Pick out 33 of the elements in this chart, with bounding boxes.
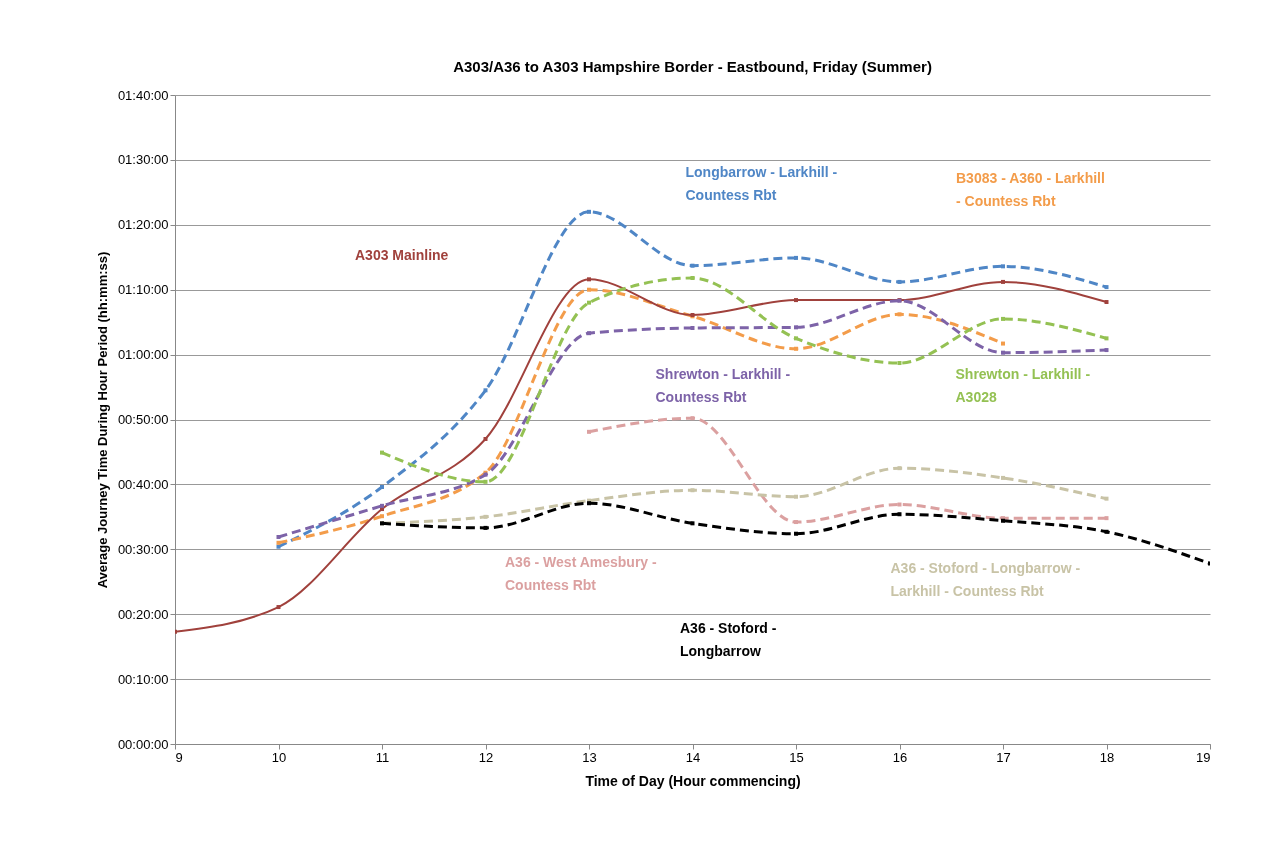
text: Shrewton - Larkhill - Countess Rbt [655,365,791,405]
series-label: Shrewton - Larkhill - A3028 [955,366,1091,406]
text: A36 - Stoford - Longbarrow [680,619,777,659]
y-tick-label: 00:50:00 [117,412,169,427]
y-tick-label: 00:20:00 [117,606,169,622]
text: Longbarrow - Larkhill - Countess Rbt [685,163,838,203]
y-tick-label: 01:00:00 [117,347,169,363]
y-tick-label: 00:40:00 [117,476,169,492]
x-tick-label: 14 [685,749,701,765]
x-tick-label: 10 [271,749,287,765]
y-tick-label: 00:10:00 [117,671,169,687]
x-tick-label: 15 [789,749,804,765]
y-tick-label: 00:30:00 [117,541,169,557]
x-tick-label: 19 [1196,749,1211,765]
y-tick-label: 01:20:00 [117,217,169,233]
y-tick-label: 01:30:00 [117,152,169,168]
text: A36 - Stoford - Longbarrow - Larkhill - Countess Rbt [890,560,1081,600]
x-tick-label: 13 [582,749,597,765]
text: A303 Mainline [355,247,449,264]
x-tick-label: 9 [175,749,183,765]
x-tick-label: 17 [996,749,1011,765]
x-tick-label: 18 [1099,749,1115,765]
x-tick-label: 12 [478,749,494,765]
y-tick-label: 01:10:00 [117,282,169,298]
y-tick-label: 00:00:00 [117,736,169,752]
text: A36 - West Amesbury - Countess Rbt [505,553,658,593]
y-tick-label: 01:40:00 [117,87,169,103]
y-axis-title: Average Journey Time During Hour Period (hh:mm:ss) [94,251,110,589]
chart-title: A303/A36 to A303 Hampshire Border - Eastbound, Friday (Summer) [453,58,932,75]
x-tick-label: 11 [375,749,390,765]
x-axis-title: Time of Day (Hour commencing) [585,772,801,789]
x-tick-label: 16 [892,749,908,765]
text: B3083 - A360 - Larkhill - Countess Rbt [956,169,1105,209]
